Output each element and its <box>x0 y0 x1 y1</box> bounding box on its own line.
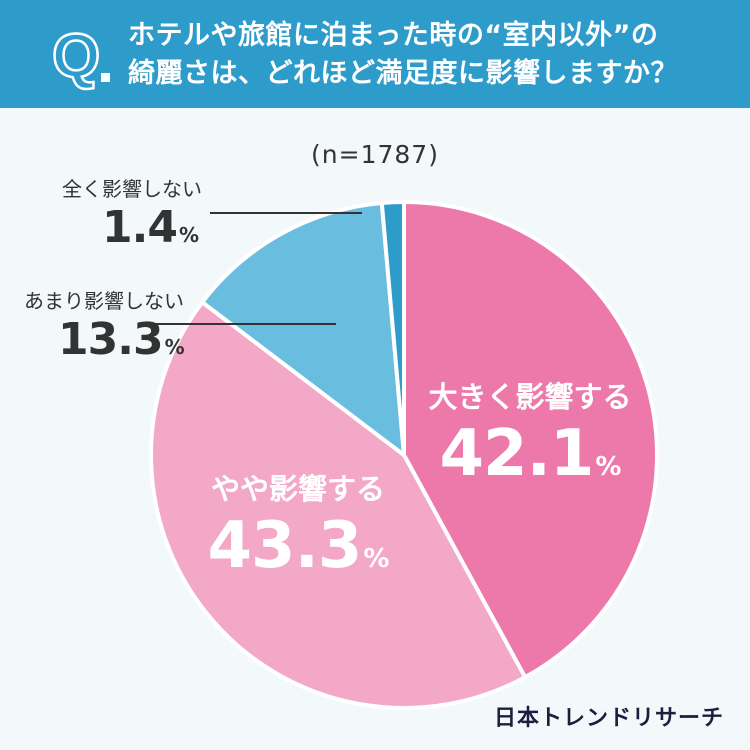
label-little-value: 13.3% <box>58 314 185 365</box>
label-some-value: 43.3% <box>178 508 418 597</box>
label-none: 全く影響しない 1.4% <box>62 173 202 253</box>
question-line-1: ホテルや旅館に泊まった時の“室内以外”の <box>128 20 659 51</box>
label-big-number: 42.1 <box>439 417 595 491</box>
sample-size: (n=1787) <box>311 140 439 169</box>
leader-line-little <box>150 323 336 325</box>
label-some: やや影響する 43.3% <box>178 466 418 597</box>
label-big: 大きく影響する 42.1% <box>410 374 650 505</box>
label-none-number: 1.4 <box>102 202 178 253</box>
label-little: あまり影響しない 13.3% <box>24 285 185 365</box>
label-none-value: 1.4% <box>102 202 202 253</box>
leader-line-none <box>210 212 362 214</box>
pie-slice-none <box>379 200 406 457</box>
label-some-unit: % <box>363 544 389 574</box>
brand-logo: 日本トレンドリサーチ <box>493 706 724 731</box>
question-header: Q ホテルや旅館に泊まった時の“室内以外”の 綺麗さは、どれほど満足度に影響しま… <box>0 0 750 108</box>
label-some-name: やや影響する <box>210 472 385 506</box>
label-some-number: 43.3 <box>207 509 363 583</box>
label-little-unit: % <box>164 335 185 359</box>
q-dot <box>101 73 110 82</box>
label-none-name: 全く影響しない <box>62 177 202 201</box>
question-text: ホテルや旅館に泊まった時の“室内以外”の 綺麗さは、どれほど満足度に影響しますか… <box>128 17 728 93</box>
label-big-value: 42.1% <box>410 416 650 505</box>
pie-slice-little <box>200 200 406 457</box>
pie-slice-big <box>402 200 659 680</box>
question-line-2: 綺麗さは、どれほど満足度に影響しますか？ <box>128 58 678 89</box>
pie-slice-some <box>149 300 528 710</box>
label-little-name: あまり影響しない <box>24 289 184 313</box>
q-mark: Q <box>51 22 102 91</box>
label-big-name: 大きく影響する <box>428 380 632 414</box>
label-little-number: 13.3 <box>58 314 164 365</box>
label-none-unit: % <box>178 223 199 247</box>
label-big-unit: % <box>595 452 621 482</box>
